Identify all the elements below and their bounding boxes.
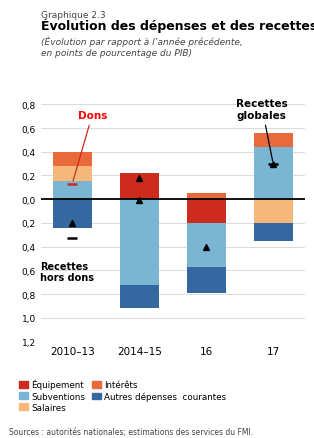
Text: Sources : autorités nationales; estimations des services du FMI.: Sources : autorités nationales; estimati…: [9, 427, 253, 436]
Text: Graphique 2.3: Graphique 2.3: [41, 11, 106, 20]
Text: Dons: Dons: [73, 110, 107, 182]
Text: Recettes
globales: Recettes globales: [236, 99, 288, 162]
Bar: [187, 200, 226, 223]
Bar: [187, 194, 226, 200]
Text: (Évolution par rapport à l’année précédente,
en points de pourcentage du PIB): (Évolution par rapport à l’année précéde…: [41, 37, 243, 58]
Bar: [187, 267, 226, 293]
Bar: [254, 148, 293, 200]
Bar: [53, 200, 92, 228]
Bar: [187, 223, 226, 267]
Bar: [53, 182, 92, 200]
Bar: [254, 200, 293, 223]
Bar: [120, 285, 159, 308]
Text: Évolution des dépenses et des recettes: Évolution des dépenses et des recettes: [41, 18, 314, 33]
Bar: [53, 152, 92, 166]
Legend: Équipement, Subventions, Salaires, Intérêts, Autres dépenses  courantes: Équipement, Subventions, Salaires, Intér…: [19, 379, 226, 412]
Bar: [53, 166, 92, 182]
Bar: [120, 174, 159, 200]
Bar: [254, 223, 293, 241]
Bar: [120, 200, 159, 285]
Bar: [254, 134, 293, 148]
Text: Recettes
hors dons: Recettes hors dons: [40, 261, 94, 283]
